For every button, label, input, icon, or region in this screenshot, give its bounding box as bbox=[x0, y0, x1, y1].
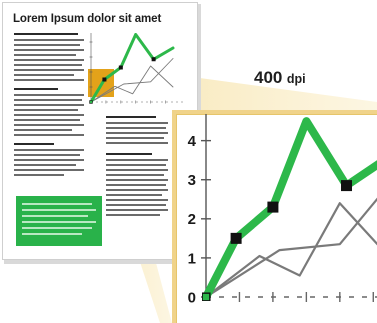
text-line bbox=[14, 119, 80, 121]
text-line bbox=[14, 74, 74, 76]
chart-series-group bbox=[202, 117, 377, 301]
series-line-grey bbox=[90, 58, 174, 103]
dpi-value: 400 bbox=[254, 68, 283, 87]
text-line bbox=[14, 154, 80, 156]
text-line bbox=[106, 137, 164, 139]
series-line-grey bbox=[90, 65, 174, 103]
text-line bbox=[22, 227, 92, 229]
text-line bbox=[106, 179, 168, 181]
document-title: Lorem Ipsum dolor sit amet bbox=[13, 13, 162, 25]
text-line bbox=[22, 221, 96, 223]
text-line bbox=[14, 143, 54, 145]
data-point-marker bbox=[151, 57, 156, 62]
data-point-marker bbox=[230, 232, 242, 244]
text-line bbox=[14, 174, 64, 176]
y-tick-label: 4 bbox=[188, 133, 197, 150]
thumbnail-chart bbox=[89, 33, 183, 104]
text-line bbox=[106, 122, 168, 124]
data-point-marker bbox=[267, 201, 279, 213]
text-line bbox=[14, 54, 76, 56]
text-line bbox=[106, 184, 166, 186]
origin-marker bbox=[89, 100, 93, 104]
text-line bbox=[106, 204, 166, 206]
text-line bbox=[106, 132, 168, 134]
text-line bbox=[106, 159, 168, 161]
text-line bbox=[14, 114, 84, 116]
text-line bbox=[22, 233, 82, 235]
series-line-grey bbox=[204, 197, 377, 299]
text-line bbox=[14, 164, 76, 166]
text-line bbox=[106, 164, 166, 166]
data-point-marker bbox=[118, 65, 123, 70]
data-point-marker bbox=[102, 77, 107, 82]
text-line bbox=[106, 174, 164, 176]
y-tick-label: 0 bbox=[188, 289, 196, 306]
text-line bbox=[14, 88, 58, 90]
text-line bbox=[14, 33, 78, 35]
text-line bbox=[106, 194, 162, 196]
text-line bbox=[14, 44, 80, 46]
text-line bbox=[22, 215, 88, 217]
text-line bbox=[106, 199, 168, 201]
origin-marker bbox=[202, 292, 211, 301]
text-line bbox=[14, 64, 82, 66]
chart-series-group bbox=[89, 33, 175, 104]
resolution-label: 400 dpi bbox=[254, 68, 306, 88]
text-line bbox=[14, 99, 82, 101]
series-line-green bbox=[202, 117, 377, 301]
text-line bbox=[22, 209, 96, 211]
text-line bbox=[106, 127, 166, 129]
zoom-chart: 0 1 2 3 4 bbox=[188, 114, 377, 306]
text-line bbox=[14, 59, 84, 61]
y-tick-label: 2 bbox=[188, 211, 196, 228]
text-line bbox=[106, 116, 156, 118]
text-line bbox=[14, 159, 84, 161]
text-line bbox=[106, 142, 168, 144]
text-line bbox=[14, 49, 84, 51]
series-line-green bbox=[89, 33, 175, 104]
zoom-view: 0 1 2 3 4 bbox=[172, 110, 377, 323]
text-line bbox=[14, 69, 84, 71]
text-line bbox=[14, 109, 78, 111]
text-line bbox=[14, 129, 72, 131]
text-line bbox=[106, 214, 160, 216]
highlight-box bbox=[16, 196, 102, 246]
text-line bbox=[14, 169, 84, 171]
y-tick-label: 3 bbox=[188, 172, 196, 189]
text-line bbox=[14, 79, 84, 81]
text-line bbox=[14, 39, 84, 41]
series-line-grey bbox=[204, 202, 377, 299]
document-page: Lorem Ipsum dolor sit amet bbox=[2, 2, 198, 260]
y-tick-label: 1 bbox=[188, 250, 196, 267]
data-point-marker bbox=[341, 180, 353, 192]
text-line bbox=[22, 203, 92, 205]
text-line bbox=[106, 169, 168, 171]
text-line bbox=[14, 149, 84, 151]
text-line bbox=[106, 189, 168, 191]
text-line bbox=[106, 209, 168, 211]
dpi-unit: dpi bbox=[286, 72, 306, 86]
text-line bbox=[14, 134, 84, 136]
text-line bbox=[14, 124, 84, 126]
text-line bbox=[106, 153, 152, 155]
text-line bbox=[14, 94, 84, 96]
text-line bbox=[14, 104, 84, 106]
